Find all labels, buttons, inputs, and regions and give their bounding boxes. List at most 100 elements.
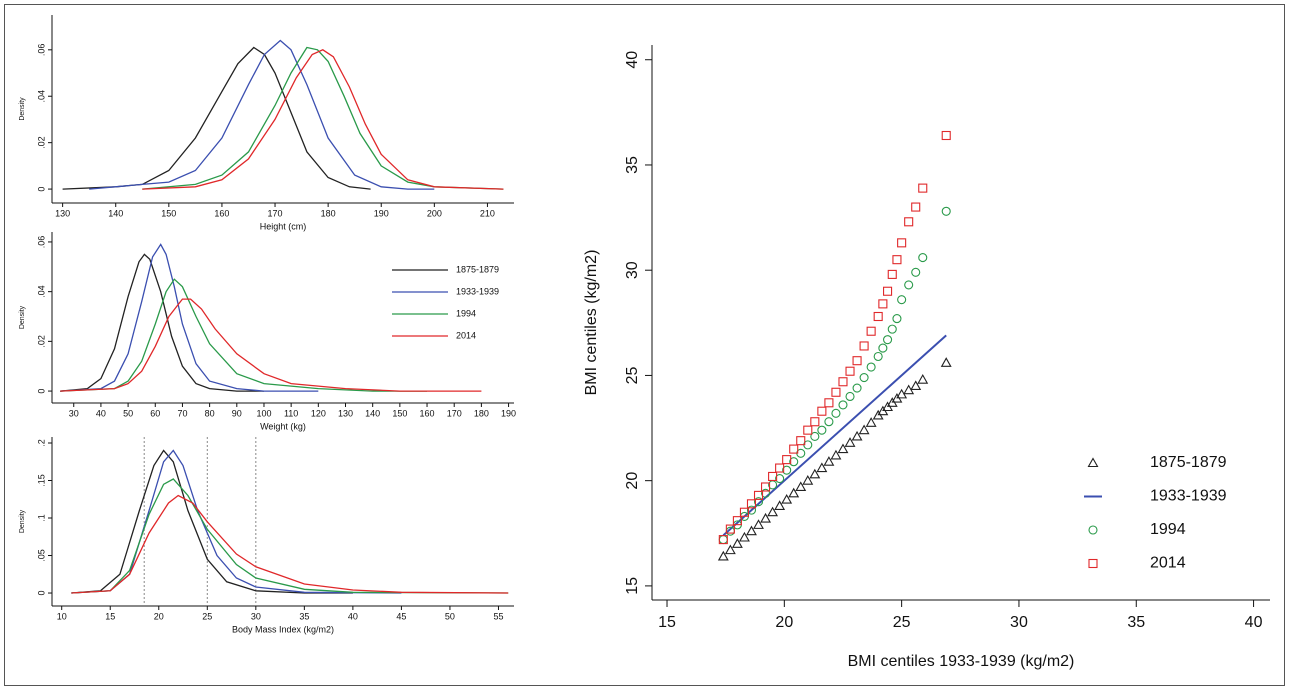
marker-triangle [724, 544, 736, 555]
marker-triangle [910, 380, 922, 391]
series-line [71, 449, 353, 594]
marker-circle [838, 400, 848, 410]
marker-square [810, 417, 820, 427]
y-tick-label: 0 [36, 187, 46, 192]
x-tick-label: 130 [338, 408, 353, 418]
y-tick-label: 15 [624, 577, 641, 595]
y-tick-label: .2 [36, 439, 46, 447]
marker-triangle [851, 430, 863, 441]
marker-circle [918, 253, 928, 263]
marker-circle [904, 280, 914, 290]
marker-square [859, 341, 869, 351]
marker-triangle [795, 481, 807, 492]
marker-triangle [940, 357, 952, 367]
x-tick-label: 40 [96, 408, 106, 418]
marker-triangle [809, 468, 821, 479]
y-tick-label: .04 [36, 285, 46, 298]
x-tick-label: 150 [161, 208, 176, 218]
x-tick-label: 90 [232, 408, 242, 418]
x-axis-title: Body Mass Index (kg/m2) [232, 624, 334, 634]
marker-square [817, 406, 827, 416]
y-tick-label: .1 [36, 514, 46, 522]
legend-label: 1875-1879 [1150, 454, 1227, 471]
marker-triangle [753, 519, 764, 529]
marker-square [746, 499, 757, 509]
series-line [142, 46, 504, 190]
x-tick-label: 170 [268, 208, 283, 218]
series-line [60, 243, 319, 392]
marker-square [873, 311, 883, 322]
x-tick-label: 20 [775, 614, 793, 631]
legend-swatch [1088, 558, 1098, 569]
x-tick-label: 130 [55, 208, 70, 218]
marker-square [878, 299, 888, 309]
y-axis-title: Density [19, 509, 26, 533]
marker-circle [892, 314, 902, 324]
series-line [60, 278, 427, 392]
marker-circle [878, 343, 888, 353]
y-tick-label: .02 [36, 335, 46, 348]
marker-circle [845, 391, 855, 402]
marker-triangle [802, 475, 814, 485]
marker-circle [753, 497, 764, 507]
marker-square [883, 286, 893, 296]
legend-label: 2014 [456, 330, 476, 340]
legend-label: 2014 [1150, 555, 1186, 572]
marker-circle [775, 474, 785, 484]
series-line [71, 494, 509, 594]
marker-triangle [788, 487, 800, 498]
y-axis-title: Density [19, 97, 26, 121]
marker-square [732, 516, 742, 526]
marker-square [892, 255, 902, 265]
x-tick-label: 180 [474, 408, 489, 418]
x-tick-label: 140 [108, 208, 123, 218]
legend-swatch [1088, 525, 1098, 535]
x-tick-label: 50 [123, 408, 133, 418]
x-tick-label: 15 [105, 611, 115, 621]
marker-triangle [717, 550, 729, 561]
marker-triangle [746, 525, 757, 536]
legend-swatch [1087, 457, 1099, 468]
x-tick-label: 50 [445, 611, 455, 621]
marker-triangle [917, 374, 929, 384]
marker-circle [897, 295, 907, 305]
x-tick-label: 45 [396, 611, 406, 621]
x-tick-label: 15 [658, 614, 676, 631]
series-line [71, 478, 509, 594]
legend-label: 1933-1939 [1150, 488, 1227, 505]
marker-square [796, 436, 806, 446]
marker-square [852, 356, 862, 366]
x-tick-label: 200 [427, 208, 442, 218]
marker-triangle [858, 424, 870, 435]
marker-triangle [823, 456, 835, 466]
marker-square [911, 202, 921, 212]
x-tick-label: 170 [447, 408, 462, 418]
x-tick-label: 190 [501, 408, 516, 418]
marker-circle [883, 335, 893, 345]
legend-label: 1875-1879 [456, 264, 499, 274]
marker-circle [873, 351, 883, 362]
y-tick-label: .06 [36, 44, 46, 57]
y-axis-title: BMI centiles (kg/m2) [583, 250, 600, 396]
marker-circle [866, 362, 876, 372]
x-tick-label: 120 [311, 408, 326, 418]
x-tick-label: 30 [251, 611, 261, 621]
marker-square [838, 377, 848, 387]
x-tick-label: 40 [348, 611, 358, 621]
marker-square [718, 535, 728, 545]
x-tick-label: 210 [480, 208, 495, 218]
y-tick-label: .02 [36, 136, 46, 149]
x-tick-label: 160 [214, 208, 229, 218]
x-tick-label: 60 [150, 408, 160, 418]
x-tick-label: 180 [321, 208, 336, 218]
marker-square [725, 524, 735, 534]
marker-triangle [844, 437, 856, 447]
series-line [60, 253, 264, 392]
y-tick-label: 30 [624, 261, 641, 279]
series-line [62, 46, 371, 190]
marker-square [866, 326, 876, 336]
marker-triangle [865, 417, 877, 427]
marker-triangle [781, 493, 793, 504]
marker-circle [782, 465, 792, 475]
marker-square [904, 217, 914, 227]
